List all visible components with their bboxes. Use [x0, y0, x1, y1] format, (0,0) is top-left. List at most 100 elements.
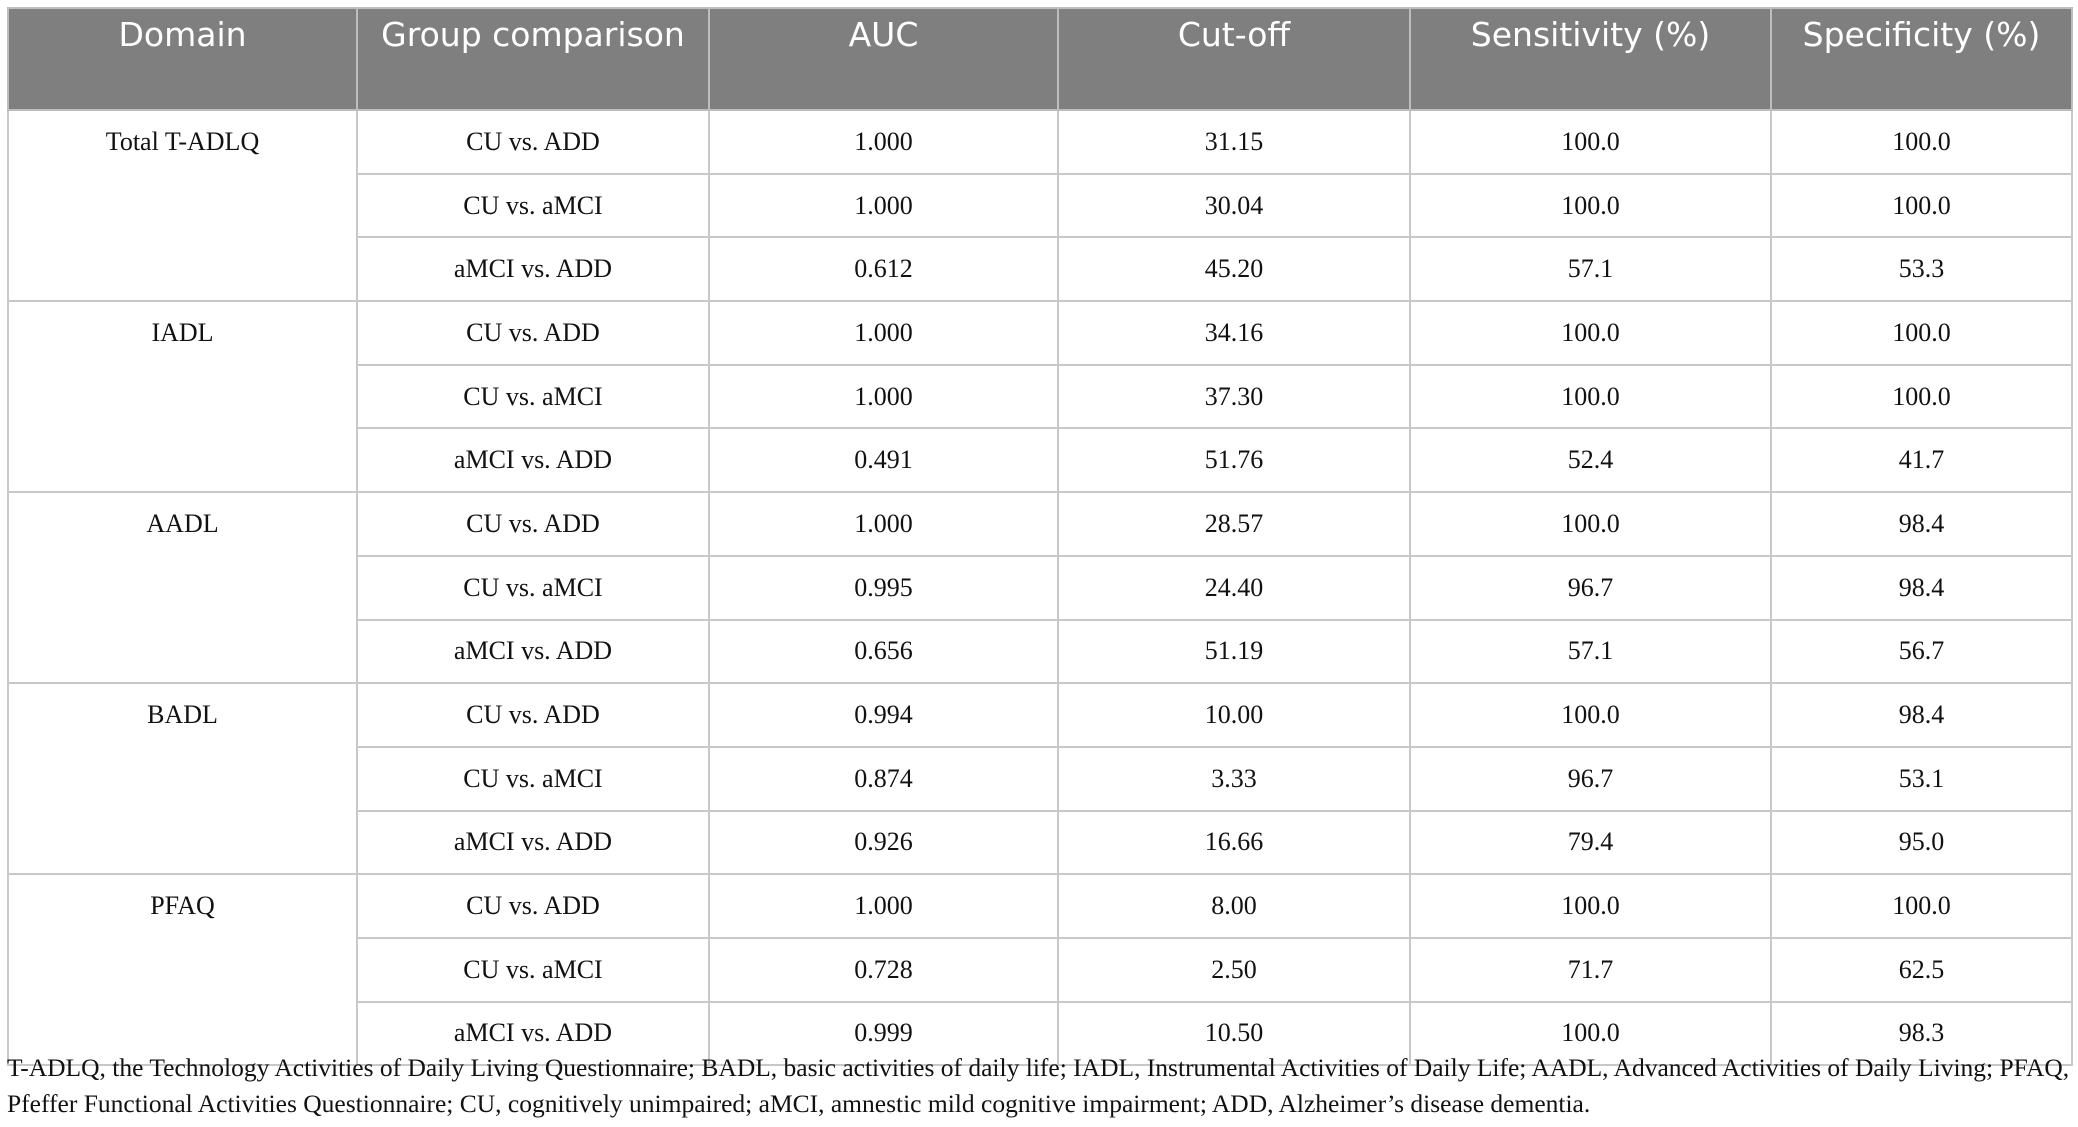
column-header: Domain	[7, 7, 358, 111]
value-cell: 100.0	[1770, 109, 2073, 175]
value-cell: 100.0	[1409, 682, 1772, 748]
value-cell: 51.76	[1057, 427, 1411, 494]
value-cell: 1.000	[708, 172, 1059, 239]
value-cell: 100.0	[1409, 363, 1772, 430]
value-cell: 98.4	[1770, 682, 2073, 748]
value-cell: 57.1	[1409, 618, 1772, 685]
value-cell: 57.1	[1409, 236, 1772, 303]
table-body: Total T-ADLQ CU vs. ADD 1.000 31.15 100.0 100…	[7, 108, 2073, 1067]
value-cell: 31.15	[1057, 109, 1411, 175]
value-cell: 28.57	[1057, 491, 1411, 557]
table-row: aMCI vs. ADD 0.612 45.20 57.1 53.3	[8, 236, 2073, 303]
value-cell: 100.0	[1770, 172, 2073, 239]
domain-cell: PFAQ	[7, 873, 358, 1067]
comparison-cell: CU vs. aMCI	[356, 936, 710, 1003]
value-cell: 1.000	[708, 491, 1059, 557]
comparison-cell: CU vs. ADD	[356, 491, 710, 557]
comparison-cell: CU vs. aMCI	[356, 363, 710, 430]
value-cell: 41.7	[1770, 427, 2073, 494]
table-row: CU vs. aMCI 0.874 3.33 96.7 53.1	[8, 745, 2073, 812]
comparison-cell: CU vs. aMCI	[356, 745, 710, 812]
value-cell: 45.20	[1057, 236, 1411, 303]
value-cell: 100.0	[1770, 363, 2073, 430]
value-cell: 53.3	[1770, 236, 2073, 303]
table-row: IADL CU vs. ADD 1.000 34.16 100.0 100.0	[7, 300, 2073, 494]
value-cell: 98.4	[1770, 491, 2073, 557]
domain-cell: BADL	[7, 682, 358, 876]
table-row: aMCI vs. ADD 0.656 51.19 57.1 56.7	[8, 618, 2073, 685]
value-cell: 51.19	[1057, 618, 1411, 685]
column-header: Group comparison	[356, 7, 710, 111]
table-row: aMCI vs. ADD 0.999 10.50 100.0 98.3	[8, 1000, 2073, 1067]
value-cell: 98.3	[1770, 1000, 2073, 1067]
value-cell: 62.5	[1770, 936, 2073, 1003]
table-row: aMCI vs. ADD 0.491 51.76 52.4 41.7	[8, 427, 2073, 494]
value-cell: 0.994	[708, 682, 1059, 748]
comparison-cell: aMCI vs. ADD	[356, 1000, 710, 1067]
value-cell: 16.66	[1057, 809, 1411, 876]
table-row: CU vs. aMCI 1.000 30.04 100.0 100.0	[8, 172, 2073, 239]
value-cell: 52.4	[1409, 427, 1772, 494]
domain-cell: Total T-ADLQ	[7, 108, 358, 303]
comparison-cell: CU vs. aMCI	[356, 554, 710, 621]
value-cell: 100.0	[1409, 873, 1772, 939]
value-cell: 37.30	[1057, 363, 1411, 430]
comparison-cell: CU vs. ADD	[356, 682, 710, 748]
table: Domain Group comparison AUC Cut-off Sensitiv…	[7, 7, 2073, 1067]
value-cell: 100.0	[1409, 300, 1772, 366]
value-cell: 3.33	[1057, 745, 1411, 812]
comparison-cell: aMCI vs. ADD	[356, 427, 710, 494]
domain-cell: AADL	[7, 491, 358, 685]
value-cell: 0.491	[708, 427, 1059, 494]
comparison-cell: CU vs. ADD	[356, 109, 710, 175]
value-cell: 56.7	[1770, 618, 2073, 685]
value-cell: 1.000	[708, 873, 1059, 939]
value-cell: 96.7	[1409, 554, 1772, 621]
value-cell: 0.999	[708, 1000, 1059, 1067]
value-cell: 100.0	[1409, 491, 1772, 557]
value-cell: 79.4	[1409, 809, 1772, 876]
comparison-cell: CU vs. aMCI	[356, 172, 710, 239]
column-header: Cut-off	[1057, 7, 1411, 111]
value-cell: 1.000	[708, 363, 1059, 430]
value-cell: 1.000	[708, 300, 1059, 366]
value-cell: 0.656	[708, 618, 1059, 685]
value-cell: 0.874	[708, 745, 1059, 812]
value-cell: 0.926	[708, 809, 1059, 876]
comparison-cell: CU vs. ADD	[356, 873, 710, 939]
value-cell: 0.612	[708, 236, 1059, 303]
value-cell: 1.000	[708, 109, 1059, 175]
value-cell: 34.16	[1057, 300, 1411, 366]
value-cell: 100.0	[1770, 873, 2073, 939]
table-row: CU vs. aMCI 0.995 24.40 96.7 98.4	[8, 554, 2073, 621]
table-row: PFAQ CU vs. ADD 1.000 8.00 100.0 100.0	[7, 873, 2073, 1067]
value-cell: 0.728	[708, 936, 1059, 1003]
table-row: CU vs. aMCI 1.000 37.30 100.0 100.0	[8, 363, 2073, 430]
value-cell: 100.0	[1409, 109, 1772, 175]
comparison-cell: aMCI vs. ADD	[356, 618, 710, 685]
value-cell: 2.50	[1057, 936, 1411, 1003]
value-cell: 100.0	[1409, 172, 1772, 239]
column-header: AUC	[708, 7, 1059, 111]
value-cell: 30.04	[1057, 172, 1411, 239]
column-header: Sensitivity (%)	[1409, 7, 1772, 111]
table-row: aMCI vs. ADD 0.926 16.66 79.4 95.0	[8, 809, 2073, 876]
value-cell: 8.00	[1057, 873, 1411, 939]
comparison-cell: CU vs. ADD	[356, 300, 710, 366]
table-row: CU vs. aMCI 0.728 2.50 71.7 62.5	[8, 936, 2073, 1003]
header-row: Domain Group comparison AUC Cut-off Sensitiv…	[7, 7, 2073, 111]
table-row: Total T-ADLQ CU vs. ADD 1.000 31.15 100.0 100…	[7, 108, 2073, 303]
value-cell: 10.50	[1057, 1000, 1411, 1067]
value-cell: 100.0	[1770, 300, 2073, 366]
value-cell: 100.0	[1409, 1000, 1772, 1067]
value-cell: 71.7	[1409, 936, 1772, 1003]
value-cell: 10.00	[1057, 682, 1411, 748]
value-cell: 24.40	[1057, 554, 1411, 621]
comparison-cell: aMCI vs. ADD	[356, 809, 710, 876]
value-cell: 95.0	[1770, 809, 2073, 876]
table-row: BADL CU vs. ADD 0.994 10.00 100.0 98.4	[7, 682, 2073, 876]
value-cell: 98.4	[1770, 554, 2073, 621]
value-cell: 96.7	[1409, 745, 1772, 812]
domain-cell: IADL	[7, 300, 358, 494]
